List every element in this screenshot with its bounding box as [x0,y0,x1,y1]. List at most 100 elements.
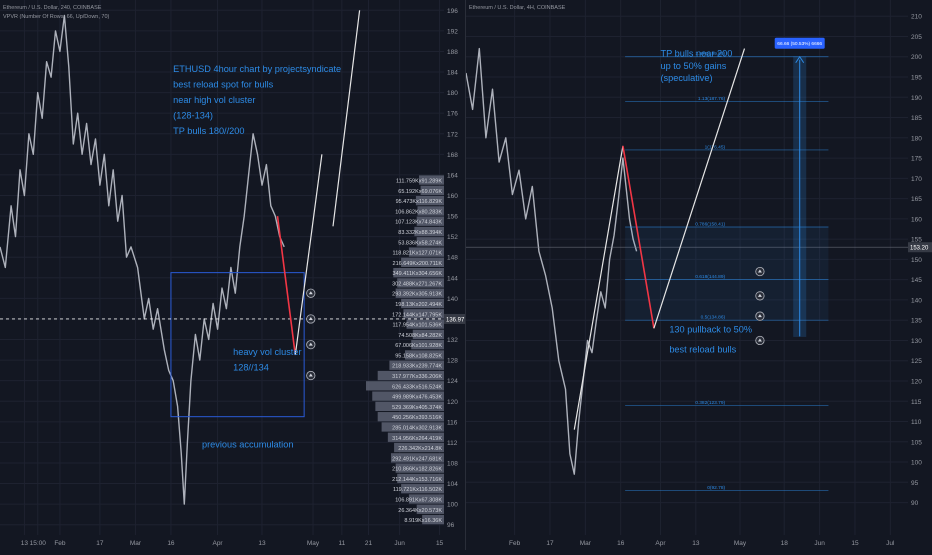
volume-bar [416,504,444,514]
volume-bar [401,257,444,267]
x-tick-label: 16 [167,540,175,547]
x-tick-label: Apr [655,540,666,547]
volume-label: 26.364Kx20.573K [398,508,442,514]
x-tick-label: 21 [365,540,373,547]
x-tick-label: Feb [509,540,521,547]
volume-label: 285.014Kx302.913K [392,425,442,431]
projection-line [573,145,624,430]
volume-bar [390,453,444,463]
y-tick-label: 192 [447,28,458,35]
x-tick-label: 15 [436,540,444,547]
arrow-head [308,316,313,320]
volume-label: 226.342Kx214.8K [398,446,442,452]
y-tick-label: 170 [911,176,922,183]
y-tick-label: 190 [911,95,922,102]
x-tick-label: Jun [394,540,405,547]
fib-level-label: 0(92.78) [707,485,725,491]
projection-line [653,48,746,329]
x-tick-label: May [307,540,320,547]
y-tick-label: 164 [447,172,458,179]
arrow-head [308,291,313,295]
arrow-head [308,342,313,346]
y-tick-label: 108 [447,460,458,467]
volume-bar [387,432,444,442]
y-tick-label: 90 [911,500,919,507]
volume-bar [420,185,444,195]
volume-label: 106.862Kx80.283K [395,209,442,215]
volume-bar [419,175,444,185]
y-tick-label: 185 [911,115,922,122]
y-tick-label: 116 [447,419,458,426]
y-tick-label: 145 [911,277,922,284]
y-tick-label: 184 [447,70,458,77]
y-tick-label: 110 [911,419,922,426]
arrow-head [308,373,313,377]
y-tick-label: 176 [447,111,458,118]
x-tick-label: 17 [546,540,554,547]
annotation-text: up to 50% gains [660,61,726,71]
annotation-text: (speculative) [660,73,712,83]
x-tick-label: Jul [886,540,895,547]
up-arrow-icon [755,311,765,321]
y-tick-label: 188 [447,49,458,56]
volume-label: 74.508Kx84.282K [398,333,442,339]
y-tick-label: 165 [911,196,922,203]
annotation-text: TP bulls near 200 [660,49,732,59]
volume-profile: 8.919Kx16.36K 26.364Kx20.573K 106.891Kx67.… [366,175,444,525]
chart-header: Ethereum / U.S. Dollar, 4H, COINBASE [469,5,566,11]
measure-label: 66.66 (50.53%) 6666 [777,41,822,47]
annotation-text: 130 pullback to 50% [669,324,752,334]
volume-bar [397,473,444,484]
y-tick-label: 100 [447,502,458,509]
volume-bar [393,268,444,278]
volume-bar [389,360,444,370]
volume-label: 111.759Kx91.289K [396,179,442,185]
volume-label: 216.649Kx200.711K [393,261,443,267]
annotation-text: TP bulls 180//200 [173,126,244,136]
y-tick-label: 156 [447,214,458,221]
volume-label: 106.891Kx67.308K [395,497,442,503]
volume-bar [397,278,444,288]
volume-label: 293.392Kx305.913K [392,292,442,298]
arrow-head [757,293,762,297]
x-tick-label: 16 [617,540,625,547]
current-price-label: 153.20 [910,246,929,252]
current-price-label: 136.97 [446,317,465,323]
arrow-head [757,338,762,342]
y-tick-label: 172 [447,131,458,138]
fib-level-label: 1.13(187.76) [698,96,726,102]
right-panel: 90 95 100 105 110 115 120 125 130 135 140 145 150 155… [465,0,932,550]
annotation-text: best reload bulls [669,345,736,355]
chart-header: Ethereum / U.S. Dollar, 240, COINBASE [3,5,102,11]
volume-label: 118.821Kx127.071K [393,251,443,257]
fib-level-label: 1.272(199.69) [695,51,725,57]
y-tick-label: 105 [911,439,922,446]
volume-label: 210.866Kx182.826K [392,467,442,473]
volume-bar [405,350,444,360]
axis-background [444,0,466,550]
volume-bar [395,288,444,298]
y-tick-label: 112 [447,440,458,447]
volume-label: 302.488Kx271.267K [392,281,442,287]
price-tag-bg [444,313,466,324]
left-panel: 9610010410811211612012412813213614014414… [0,0,466,550]
x-tick-label: Mar [130,540,142,547]
x-tick-label: 17 [96,540,104,547]
right-time-axis: Feb 17 Mar 16 Apr 13 May 18 Jun 15 Jul [509,540,895,547]
y-tick-label: 210 [911,14,922,21]
y-tick-label: 95 [911,480,919,487]
drop-line [622,145,655,329]
volume-label: 450.256Kx393.516K [392,415,442,421]
volume-bar [401,298,444,309]
y-tick-label: 144 [447,275,458,282]
y-tick-label: 120 [447,399,458,406]
volume-label: 198.13Kx202.494K [395,302,442,308]
y-tick-label: 175 [911,156,922,163]
y-tick-label: 180 [911,135,922,142]
volume-label: 53.836Kx58.274K [398,240,442,246]
measure-arrowhead [795,55,805,64]
volume-bar [377,370,444,381]
annotation-text: near high vol cluster [173,95,255,105]
